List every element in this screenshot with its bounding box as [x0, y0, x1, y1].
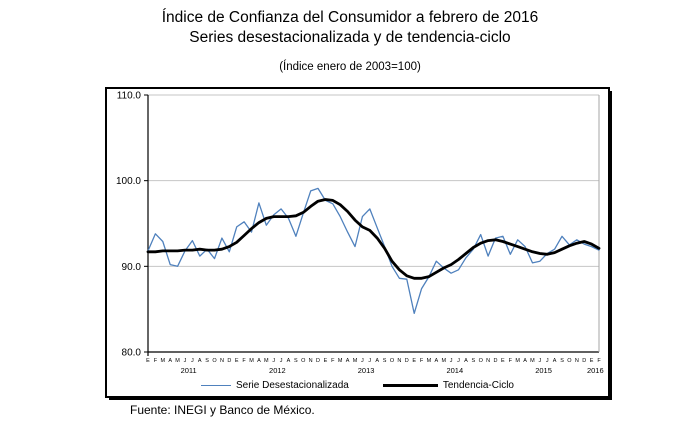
x-month-label: M — [515, 358, 520, 364]
y-tick-label-100: 100.0 — [116, 176, 141, 187]
x-month-label: F — [420, 358, 424, 364]
x-month-label: O — [301, 358, 306, 364]
chart-title: Índice de Confianza del Consumidor a feb… — [0, 8, 700, 48]
x-month-label: J — [191, 358, 194, 364]
x-month-label: E — [146, 358, 150, 364]
x-month-label: A — [435, 358, 439, 364]
legend-line-sample-black — [382, 384, 438, 387]
legend-label-tendencia-ciclo: Tendencia-Ciclo — [442, 380, 514, 391]
x-month-label: N — [309, 358, 313, 364]
x-year-label-2013: 2013 — [358, 366, 375, 375]
chart-subtitle: (Índice enero de 2003=100) — [279, 61, 421, 73]
x-month-label: D — [405, 358, 409, 364]
x-month-label: J — [280, 358, 283, 364]
x-year-label-2011: 2011 — [181, 366, 197, 375]
x-month-label: M — [264, 358, 269, 364]
x-month-label: A — [287, 358, 291, 364]
x-month-label: J — [184, 358, 187, 364]
x-month-label: M — [530, 358, 535, 364]
x-month-label: J — [546, 358, 549, 364]
x-month-label: A — [553, 358, 557, 364]
x-month-label: D — [316, 358, 320, 364]
y-tick-label-110: 110.0 — [117, 91, 142, 102]
x-year-label-2016: 2016 — [587, 366, 604, 375]
x-month-label: S — [205, 358, 209, 364]
x-month-label: S — [294, 358, 298, 364]
x-month-label: M — [338, 358, 343, 364]
x-month-label: A — [257, 358, 261, 364]
legend-label-serie-desestacionalizada: Serie Desestacionalizada — [236, 380, 349, 391]
x-month-label: A — [168, 358, 172, 364]
x-month-label: M — [441, 358, 446, 364]
x-month-label: M — [427, 358, 432, 364]
y-tick-label-80: 80.0 — [122, 348, 142, 359]
x-month-label: J — [450, 358, 453, 364]
chart-title-line1: Índice de Confianza del Consumidor a feb… — [161, 9, 539, 26]
x-month-label: E — [324, 358, 328, 364]
x-year-label-2012: 2012 — [269, 366, 286, 375]
x-month-label: J — [457, 358, 460, 364]
x-year-label-2014: 2014 — [446, 366, 463, 375]
x-month-label: E — [235, 358, 239, 364]
x-month-label: N — [575, 358, 579, 364]
x-month-label: J — [538, 358, 541, 364]
x-month-label: N — [397, 358, 401, 364]
x-month-label: J — [272, 358, 275, 364]
source-note: Fuente: INEGI y Banco de México. — [130, 403, 315, 417]
chart-frame: 110.0 100.0 90.0 80.0 E F M A M J J A S O N D E F M A M J J A S O… — [105, 87, 610, 398]
x-year-label-2015: 2015 — [535, 366, 552, 375]
x-month-label: O — [212, 358, 217, 364]
x-month-label: M — [175, 358, 180, 364]
x-month-label: E — [590, 358, 594, 364]
x-month-label: M — [249, 358, 254, 364]
x-month-label: N — [220, 358, 224, 364]
x-month-label: A — [523, 358, 527, 364]
x-month-label: O — [390, 358, 395, 364]
x-month-label: F — [597, 358, 601, 364]
legend-line-sample-blue — [201, 385, 231, 386]
x-month-label: F — [331, 358, 335, 364]
x-month-label: S — [471, 358, 475, 364]
x-month-label: M — [160, 358, 165, 364]
chart-title-line2: Series desestacionalizada y de tendencia… — [189, 29, 511, 46]
x-month-label: D — [582, 358, 586, 364]
x-month-label: O — [479, 358, 484, 364]
x-month-label: D — [493, 358, 497, 364]
legend-item-tendencia-ciclo: Tendencia-Ciclo — [382, 380, 514, 391]
x-month-label: A — [464, 358, 468, 364]
x-month-label: N — [486, 358, 490, 364]
x-month-label: A — [346, 358, 350, 364]
x-month-label: A — [375, 358, 379, 364]
series-line-tendencia-ciclo — [146, 198, 601, 280]
legend-item-serie-desestacionalizada: Serie Desestacionalizada — [201, 380, 349, 391]
x-month-label: E — [501, 358, 505, 364]
x-month-label: F — [242, 358, 246, 364]
x-month-label: J — [368, 358, 371, 364]
x-month-label: A — [198, 358, 202, 364]
chart-legend: Serie Desestacionalizada Tendencia-Ciclo — [107, 380, 608, 391]
series-line-desestacionalizada — [147, 187, 600, 315]
x-month-label: F — [154, 358, 158, 364]
x-month-label: S — [560, 358, 564, 364]
x-month-label: E — [412, 358, 416, 364]
x-month-label: D — [227, 358, 231, 364]
x-month-label: O — [567, 358, 572, 364]
x-month-label: F — [509, 358, 513, 364]
x-month-label: S — [383, 358, 387, 364]
x-month-label: M — [353, 358, 358, 364]
x-month-label: J — [361, 358, 364, 364]
y-tick-label-90: 90.0 — [122, 262, 142, 273]
